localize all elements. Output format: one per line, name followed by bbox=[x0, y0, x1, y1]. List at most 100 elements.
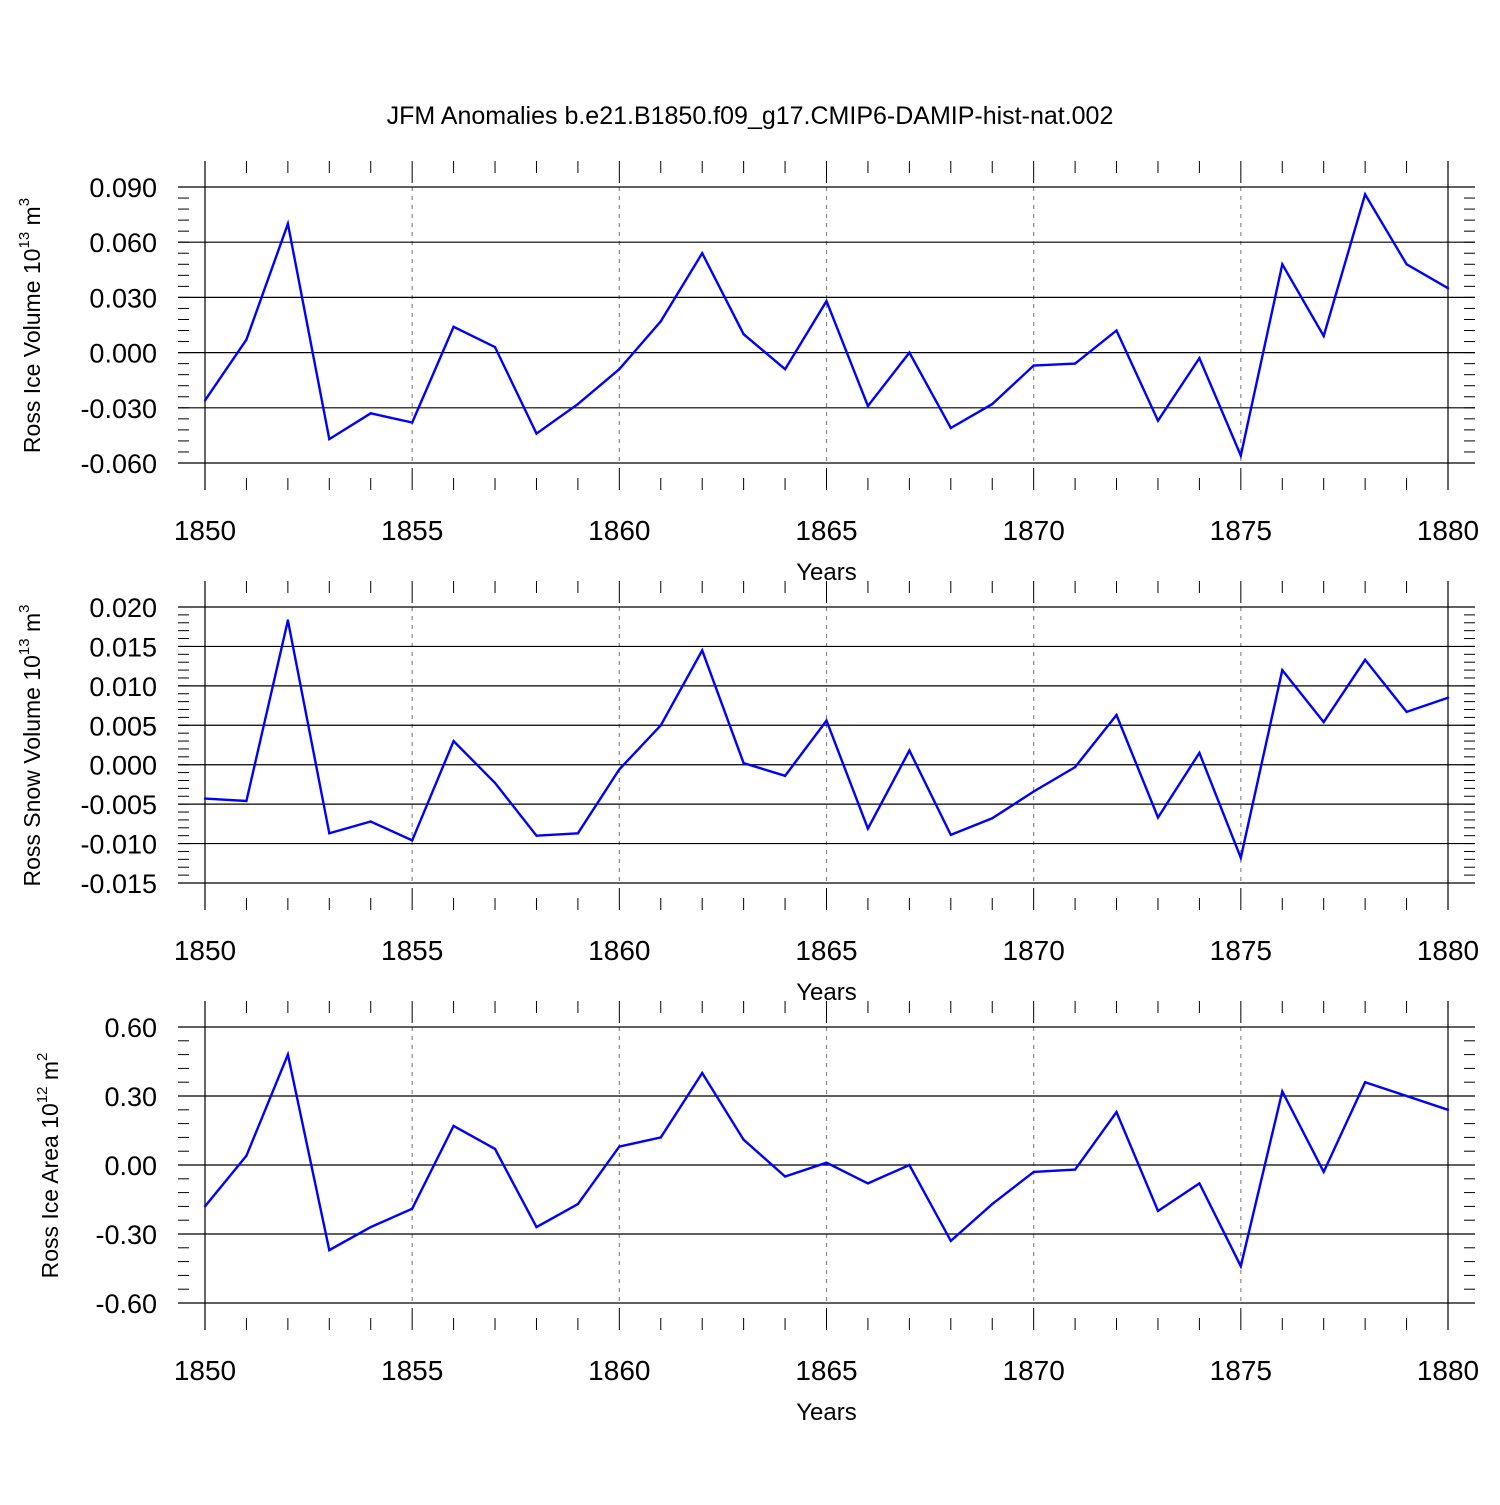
data-point bbox=[576, 1202, 580, 1206]
data-point bbox=[1156, 1209, 1160, 1213]
y-tick-label: 0.060 bbox=[89, 228, 157, 258]
x-tick-label: 1870 bbox=[1003, 515, 1065, 546]
data-point bbox=[825, 299, 828, 303]
series-line bbox=[204, 620, 1449, 862]
data-point bbox=[576, 402, 580, 406]
data-point bbox=[1115, 713, 1118, 717]
data-point bbox=[1446, 1108, 1450, 1112]
data-point bbox=[1446, 696, 1450, 699]
data-point bbox=[742, 1138, 745, 1141]
y-tick-label: -0.30 bbox=[95, 1220, 157, 1250]
data-point bbox=[618, 1145, 621, 1148]
data-point bbox=[286, 222, 290, 225]
y-axis-label: Ross Ice Volume 1013 m3 bbox=[16, 198, 45, 453]
data-point bbox=[825, 719, 828, 722]
panel-3: -0.60 -0.30 0.00 0.30 0.60 1850 1855 1860 1865 18… bbox=[34, 1001, 1479, 1426]
data-point bbox=[701, 1071, 704, 1075]
data-point bbox=[701, 252, 704, 255]
data-point bbox=[1198, 1182, 1201, 1185]
y-tick-label: 0.000 bbox=[89, 751, 157, 781]
y-tick-label: 0.000 bbox=[89, 339, 157, 369]
data-point bbox=[1281, 263, 1284, 266]
data-point bbox=[659, 320, 662, 323]
y-tick-label: 0.015 bbox=[89, 632, 157, 662]
data-point bbox=[1032, 790, 1035, 793]
data-point bbox=[1446, 287, 1450, 290]
chart-title: JFM Anomalies b.e21.B1850.f09_g17.CMIP6-… bbox=[387, 102, 1114, 130]
x-tick-label: 1880 bbox=[1417, 1355, 1479, 1386]
data-point bbox=[203, 797, 207, 800]
panel-2: -0.015 -0.010 -0.005 0.000 0.005 0.010 0.015 0.… bbox=[16, 581, 1479, 1006]
data-point bbox=[659, 724, 662, 727]
data-point bbox=[493, 781, 497, 785]
x-tick-label: 1880 bbox=[1417, 935, 1479, 966]
data-point bbox=[535, 432, 538, 435]
x-tick-label: 1855 bbox=[381, 935, 443, 966]
x-tick-label: 1860 bbox=[588, 1355, 650, 1386]
x-tick-label: 1855 bbox=[381, 1355, 443, 1386]
data-point bbox=[1363, 193, 1367, 196]
data-point bbox=[1405, 1094, 1408, 1098]
y-axis-label: Ross Snow Volume 1013 m3 bbox=[16, 605, 45, 887]
data-point bbox=[701, 649, 704, 652]
x-tick-label: 1865 bbox=[795, 935, 857, 966]
data-point bbox=[1322, 720, 1325, 724]
data-point bbox=[203, 399, 207, 402]
data-point bbox=[1322, 334, 1325, 338]
data-point bbox=[742, 333, 745, 336]
data-point bbox=[949, 426, 952, 430]
x-tick-label: 1850 bbox=[174, 1355, 236, 1386]
x-tick-label: 1850 bbox=[174, 935, 236, 966]
data-point bbox=[452, 1124, 455, 1128]
panel-1: -0.060 -0.030 0.000 0.030 0.060 0.090 1850 1855… bbox=[16, 161, 1479, 586]
data-point bbox=[1322, 1170, 1325, 1174]
data-point bbox=[1239, 1265, 1243, 1268]
data-point bbox=[908, 1163, 911, 1167]
y-tick-label: -0.030 bbox=[80, 394, 157, 424]
y-tick-label: 0.30 bbox=[104, 1082, 157, 1112]
data-point bbox=[245, 338, 248, 341]
x-tick-label: 1860 bbox=[588, 515, 650, 546]
y-tick-label: 0.60 bbox=[104, 1013, 157, 1043]
data-point bbox=[245, 1154, 248, 1158]
data-point bbox=[825, 1161, 828, 1164]
data-point bbox=[1073, 765, 1077, 769]
data-point bbox=[866, 1182, 870, 1185]
data-point bbox=[783, 774, 787, 777]
x-tick-label: 1860 bbox=[588, 935, 650, 966]
x-tick-label: 1880 bbox=[1417, 515, 1479, 546]
data-point bbox=[783, 1175, 787, 1178]
x-tick-label: 1855 bbox=[381, 515, 443, 546]
data-point bbox=[1073, 362, 1077, 365]
y-tick-label: -0.010 bbox=[80, 830, 157, 860]
data-point bbox=[991, 817, 994, 820]
data-point bbox=[783, 367, 787, 371]
data-point bbox=[369, 412, 372, 415]
data-point bbox=[328, 1248, 331, 1252]
data-point bbox=[1115, 329, 1118, 332]
data-point bbox=[1239, 856, 1243, 859]
data-point bbox=[328, 437, 331, 441]
y-tick-label: 0.090 bbox=[89, 173, 157, 203]
data-point bbox=[1156, 816, 1160, 819]
y-tick-label: 0.020 bbox=[89, 593, 157, 623]
x-tick-label: 1875 bbox=[1210, 515, 1272, 546]
data-point bbox=[328, 832, 331, 835]
data-point bbox=[1073, 1168, 1077, 1171]
data-point bbox=[1363, 658, 1367, 662]
data-point bbox=[493, 1147, 497, 1151]
y-tick-label: -0.60 bbox=[95, 1289, 157, 1319]
data-point bbox=[1032, 1170, 1035, 1174]
data-point bbox=[535, 1225, 538, 1229]
data-point bbox=[908, 351, 911, 354]
data-point bbox=[369, 820, 372, 823]
data-point bbox=[1239, 454, 1243, 457]
data-point bbox=[991, 402, 994, 406]
x-axis-label: Years bbox=[796, 1399, 857, 1426]
data-point bbox=[286, 619, 290, 622]
data-point bbox=[1405, 263, 1408, 266]
data-point bbox=[410, 421, 414, 424]
data-point bbox=[659, 1136, 662, 1139]
data-point bbox=[949, 1239, 952, 1243]
